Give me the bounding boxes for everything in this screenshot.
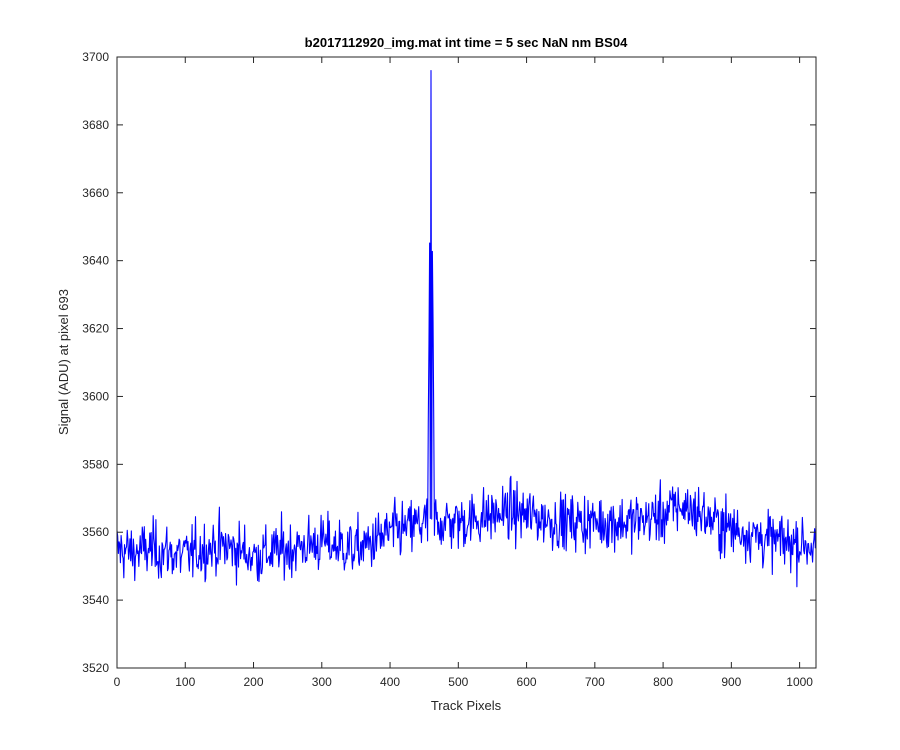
y-tick-label: 3560	[82, 525, 109, 539]
axes-box	[116, 56, 817, 669]
x-tick-label: 0	[114, 675, 121, 689]
y-tick-label: 3580	[82, 457, 109, 471]
y-tick-label: 3600	[82, 389, 109, 403]
x-tick-label: 100	[175, 675, 195, 689]
y-tick-label: 3540	[82, 593, 109, 607]
y-tick-label: 3700	[82, 50, 109, 64]
x-tick-label: 500	[448, 675, 468, 689]
x-axis-label: Track Pixels	[431, 698, 502, 713]
series-layer	[116, 70, 817, 588]
y-axis-label: Signal (ADU) at pixel 693	[56, 289, 71, 435]
plot-area	[117, 57, 816, 668]
y-tick-label: 3520	[82, 661, 109, 675]
signal-series-line	[116, 70, 817, 588]
x-tick-label: 700	[585, 675, 605, 689]
x-tick-label: 300	[312, 675, 332, 689]
x-tick-label: 400	[380, 675, 400, 689]
x-axis: 0 100 200 300 400 500 600 700 800 900 1000	[114, 57, 813, 689]
x-tick-label: 200	[244, 675, 264, 689]
y-tick-label: 3680	[82, 118, 109, 132]
x-tick-label: 1000	[786, 675, 813, 689]
x-tick-label: 600	[517, 675, 537, 689]
chart-title: b2017112920_img.mat int time = 5 sec NaN…	[305, 35, 628, 50]
y-tick-label: 3620	[82, 322, 109, 336]
y-tick-label: 3640	[82, 254, 109, 268]
y-axis: 3520 3540 3560 3580 3600 3620 3640 3660 3680 3700	[82, 50, 816, 675]
x-tick-label: 800	[653, 675, 673, 689]
y-tick-label: 3660	[82, 186, 109, 200]
x-tick-label: 900	[721, 675, 741, 689]
